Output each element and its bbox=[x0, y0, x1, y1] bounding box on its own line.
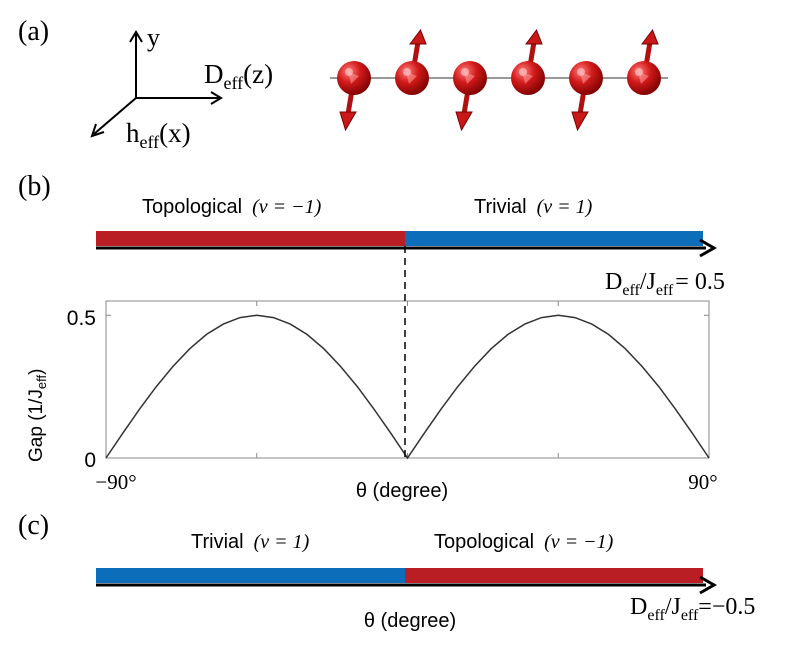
panel-a: (a) y Deff(z) heff(x) bbox=[18, 16, 668, 152]
gap-curve bbox=[105, 314, 710, 460]
panel-b-right-phase: Trivial (ν = 1) bbox=[474, 196, 593, 218]
panel-b-label: (b) bbox=[18, 171, 51, 202]
panel-b-arrowhead bbox=[699, 238, 718, 258]
axes-triad bbox=[90, 30, 223, 138]
xtick-label-neg90: −90° bbox=[95, 470, 136, 494]
panel-b-left-phase: Topological (ν = −1) bbox=[142, 196, 322, 218]
panel-a-label: (a) bbox=[18, 16, 49, 47]
spin-4 bbox=[511, 28, 545, 95]
xtick-label-90: 90° bbox=[688, 470, 717, 494]
chart-xlabel: θ (degree) bbox=[356, 480, 448, 502]
panel-b-trivial-bar bbox=[405, 231, 703, 246]
chart-frame bbox=[105, 300, 710, 459]
panel-c-trivial-bar bbox=[96, 568, 405, 583]
spin-2 bbox=[395, 28, 429, 95]
gap-chart: 0 0.5 −90° 90° θ (degree) Gap (1/Jeff) bbox=[26, 300, 718, 502]
spin-chain bbox=[337, 28, 661, 132]
chart-ylabel: Gap (1/Jeff) bbox=[26, 369, 49, 462]
panel-c-xlabel: θ (degree) bbox=[364, 610, 456, 632]
panel-c-param: Deff/Jeff=−0.5 bbox=[630, 594, 755, 624]
ytick-label-0: 0 bbox=[84, 449, 96, 472]
panel-c-left-phase: Trivial (ν = 1) bbox=[191, 531, 310, 553]
ytick-label-0-5: 0.5 bbox=[67, 307, 96, 330]
spin-5 bbox=[569, 61, 603, 132]
axis-z-label: Deff(z) bbox=[204, 59, 273, 93]
panel-c: (c) Trivial (ν = 1) Topological (ν = −1) θ… bbox=[18, 510, 755, 632]
spin-3 bbox=[453, 61, 487, 132]
axis-y-label: y bbox=[147, 23, 160, 52]
panel-b: (b) Topological (ν = −1) Trivial (ν = 1) D… bbox=[18, 171, 725, 502]
spin-1 bbox=[337, 61, 371, 132]
spin-6 bbox=[627, 28, 661, 95]
panel-b-topological-bar bbox=[96, 231, 405, 246]
panel-c-arrowhead bbox=[699, 575, 718, 595]
panel-c-right-phase: Topological (ν = −1) bbox=[434, 531, 614, 553]
panel-c-label: (c) bbox=[18, 510, 49, 541]
panel-b-param: Deff/Jeff= 0.5 bbox=[605, 269, 725, 299]
panel-c-topological-bar bbox=[405, 568, 703, 583]
axis-x-label: heff(x) bbox=[126, 118, 191, 152]
